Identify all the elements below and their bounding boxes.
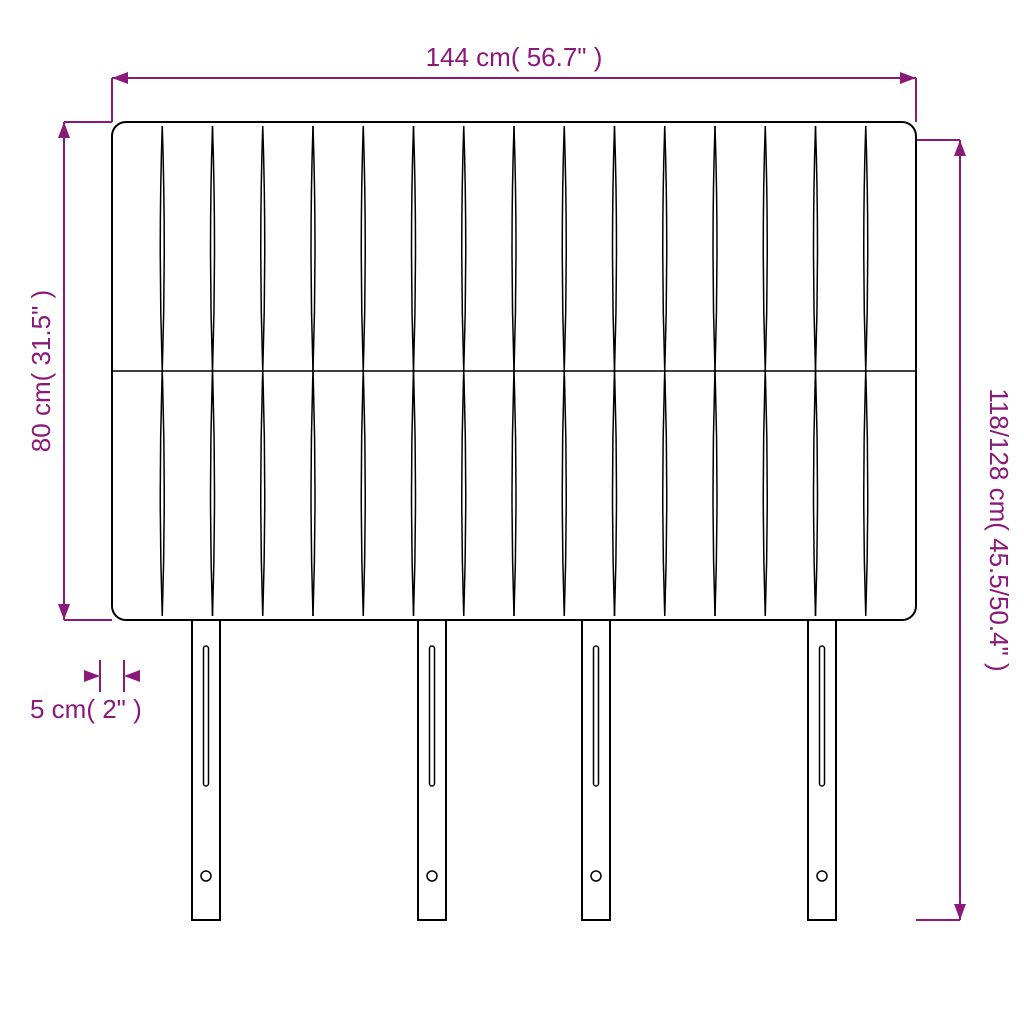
leg-slot — [204, 646, 209, 786]
dim-width-label: 144 cm( 56.7" ) — [426, 42, 603, 72]
mounting-leg — [808, 620, 836, 920]
leg-slot — [820, 646, 825, 786]
leg-slot — [430, 646, 435, 786]
mounting-leg — [418, 620, 446, 920]
leg-slot — [594, 646, 599, 786]
mounting-leg — [582, 620, 610, 920]
leg-hole — [591, 871, 601, 881]
dim-depth-label: 5 cm( 2" ) — [30, 694, 142, 724]
mounting-leg — [192, 620, 220, 920]
dim-panel-height-label: 80 cm( 31.5" ) — [26, 290, 56, 452]
leg-hole — [201, 871, 211, 881]
leg-hole — [817, 871, 827, 881]
dim-total-height-label: 118/128 cm( 45.5/50.4" ) — [984, 388, 1014, 671]
leg-hole — [427, 871, 437, 881]
